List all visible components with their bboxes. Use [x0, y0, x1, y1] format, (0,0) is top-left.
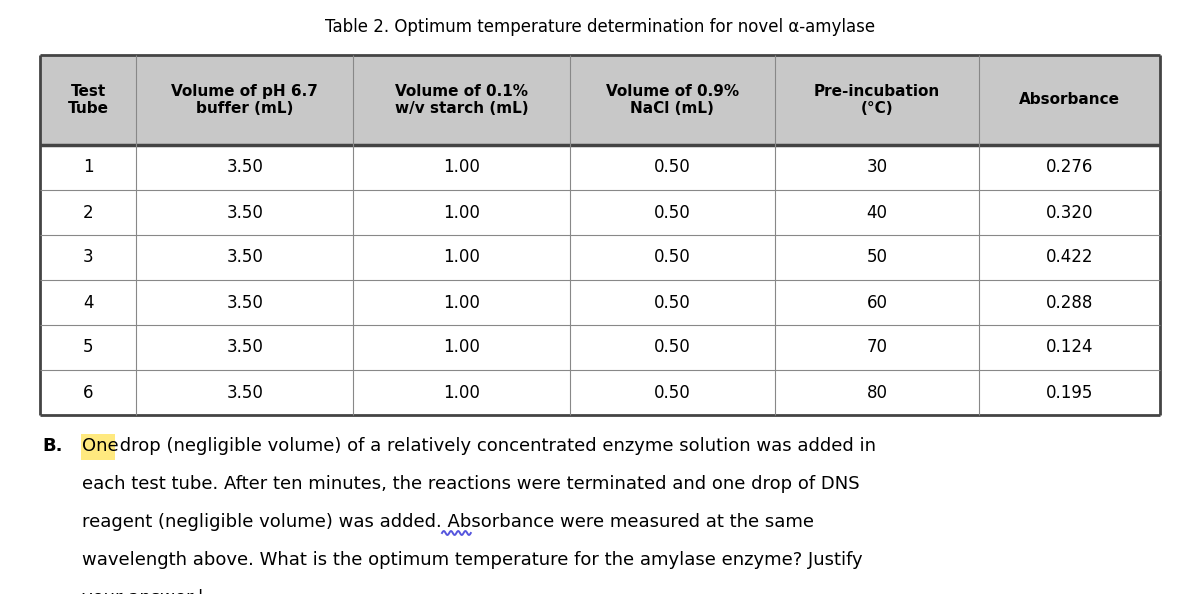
Text: 0.276: 0.276: [1046, 159, 1093, 176]
Bar: [40, 280, 137, 325]
Bar: [570, 370, 775, 415]
Bar: [353, 190, 570, 235]
Text: 3.50: 3.50: [227, 159, 263, 176]
Bar: [137, 325, 353, 370]
Text: 0.50: 0.50: [654, 159, 691, 176]
Text: 0.288: 0.288: [1046, 293, 1093, 311]
Bar: [137, 55, 353, 145]
Text: 3.50: 3.50: [227, 293, 263, 311]
Text: 80: 80: [866, 384, 888, 402]
Text: Volume of 0.9%
NaCl (mL): Volume of 0.9% NaCl (mL): [606, 84, 739, 116]
Bar: [353, 280, 570, 325]
Bar: [775, 190, 979, 235]
Bar: [353, 145, 570, 190]
Bar: [40, 370, 137, 415]
Bar: [570, 190, 775, 235]
Bar: [353, 55, 570, 145]
Text: Pre-incubation
(°C): Pre-incubation (°C): [814, 84, 940, 116]
Text: 0.422: 0.422: [1046, 248, 1093, 267]
Text: 4: 4: [83, 293, 94, 311]
Bar: [137, 145, 353, 190]
Text: 60: 60: [866, 293, 888, 311]
Bar: [775, 55, 979, 145]
Text: 0.50: 0.50: [654, 339, 691, 356]
Text: 0.50: 0.50: [654, 293, 691, 311]
Bar: [570, 325, 775, 370]
Text: 1.00: 1.00: [443, 384, 480, 402]
Bar: [40, 190, 137, 235]
Text: 3.50: 3.50: [227, 204, 263, 222]
Text: 70: 70: [866, 339, 888, 356]
Text: 30: 30: [866, 159, 888, 176]
Bar: [775, 145, 979, 190]
Text: B.: B.: [42, 437, 62, 455]
Text: 1.00: 1.00: [443, 293, 480, 311]
Text: One: One: [82, 437, 119, 455]
Text: 0.195: 0.195: [1046, 384, 1093, 402]
Bar: [353, 325, 570, 370]
Text: 0.50: 0.50: [654, 384, 691, 402]
Bar: [979, 235, 1160, 280]
Bar: [40, 145, 137, 190]
Bar: [40, 325, 137, 370]
Text: 0.50: 0.50: [654, 204, 691, 222]
Text: 0.50: 0.50: [654, 248, 691, 267]
Bar: [570, 235, 775, 280]
Text: 0.320: 0.320: [1046, 204, 1093, 222]
Text: Volume of 0.1%
w/v starch (mL): Volume of 0.1% w/v starch (mL): [395, 84, 528, 116]
Text: 50: 50: [866, 248, 888, 267]
Text: Volume of pH 6.7
buffer (mL): Volume of pH 6.7 buffer (mL): [172, 84, 318, 116]
Text: 3.50: 3.50: [227, 248, 263, 267]
Text: 1.00: 1.00: [443, 339, 480, 356]
Text: reagent (negligible volume) was added. Absorbance were measured at the same: reagent (negligible volume) was added. A…: [82, 513, 814, 531]
Text: 5: 5: [83, 339, 94, 356]
Bar: [137, 370, 353, 415]
Bar: [775, 325, 979, 370]
Bar: [979, 325, 1160, 370]
Text: your answer.|: your answer.|: [82, 589, 204, 594]
Bar: [979, 55, 1160, 145]
Bar: [979, 280, 1160, 325]
Bar: [775, 370, 979, 415]
Text: 3.50: 3.50: [227, 384, 263, 402]
Text: 1.00: 1.00: [443, 159, 480, 176]
Text: 40: 40: [866, 204, 888, 222]
Bar: [40, 55, 137, 145]
Text: 1: 1: [83, 159, 94, 176]
Bar: [570, 280, 775, 325]
Text: 1.00: 1.00: [443, 248, 480, 267]
Bar: [137, 235, 353, 280]
Text: 6: 6: [83, 384, 94, 402]
Bar: [570, 145, 775, 190]
Text: Test
Tube: Test Tube: [67, 84, 109, 116]
Bar: [40, 235, 137, 280]
Bar: [82, 434, 115, 460]
Bar: [979, 190, 1160, 235]
Bar: [137, 280, 353, 325]
Bar: [979, 370, 1160, 415]
Text: 3.50: 3.50: [227, 339, 263, 356]
Bar: [570, 55, 775, 145]
Text: Table 2. Optimum temperature determination for novel α-amylase: Table 2. Optimum temperature determinati…: [325, 18, 875, 36]
Text: 3: 3: [83, 248, 94, 267]
Text: drop (negligible volume) of a relatively concentrated enzyme solution was added : drop (negligible volume) of a relatively…: [114, 437, 876, 455]
Bar: [775, 280, 979, 325]
Bar: [775, 235, 979, 280]
Bar: [353, 235, 570, 280]
Text: 2: 2: [83, 204, 94, 222]
Bar: [353, 370, 570, 415]
Text: each test tube. After ten minutes, the reactions were terminated and one drop of: each test tube. After ten minutes, the r…: [82, 475, 859, 493]
Text: 1.00: 1.00: [443, 204, 480, 222]
Bar: [137, 190, 353, 235]
Text: Absorbance: Absorbance: [1019, 93, 1120, 108]
Text: 0.124: 0.124: [1046, 339, 1093, 356]
Text: wavelength above. What is the optimum temperature for the amylase enzyme? Justif: wavelength above. What is the optimum te…: [82, 551, 863, 569]
Bar: [979, 145, 1160, 190]
